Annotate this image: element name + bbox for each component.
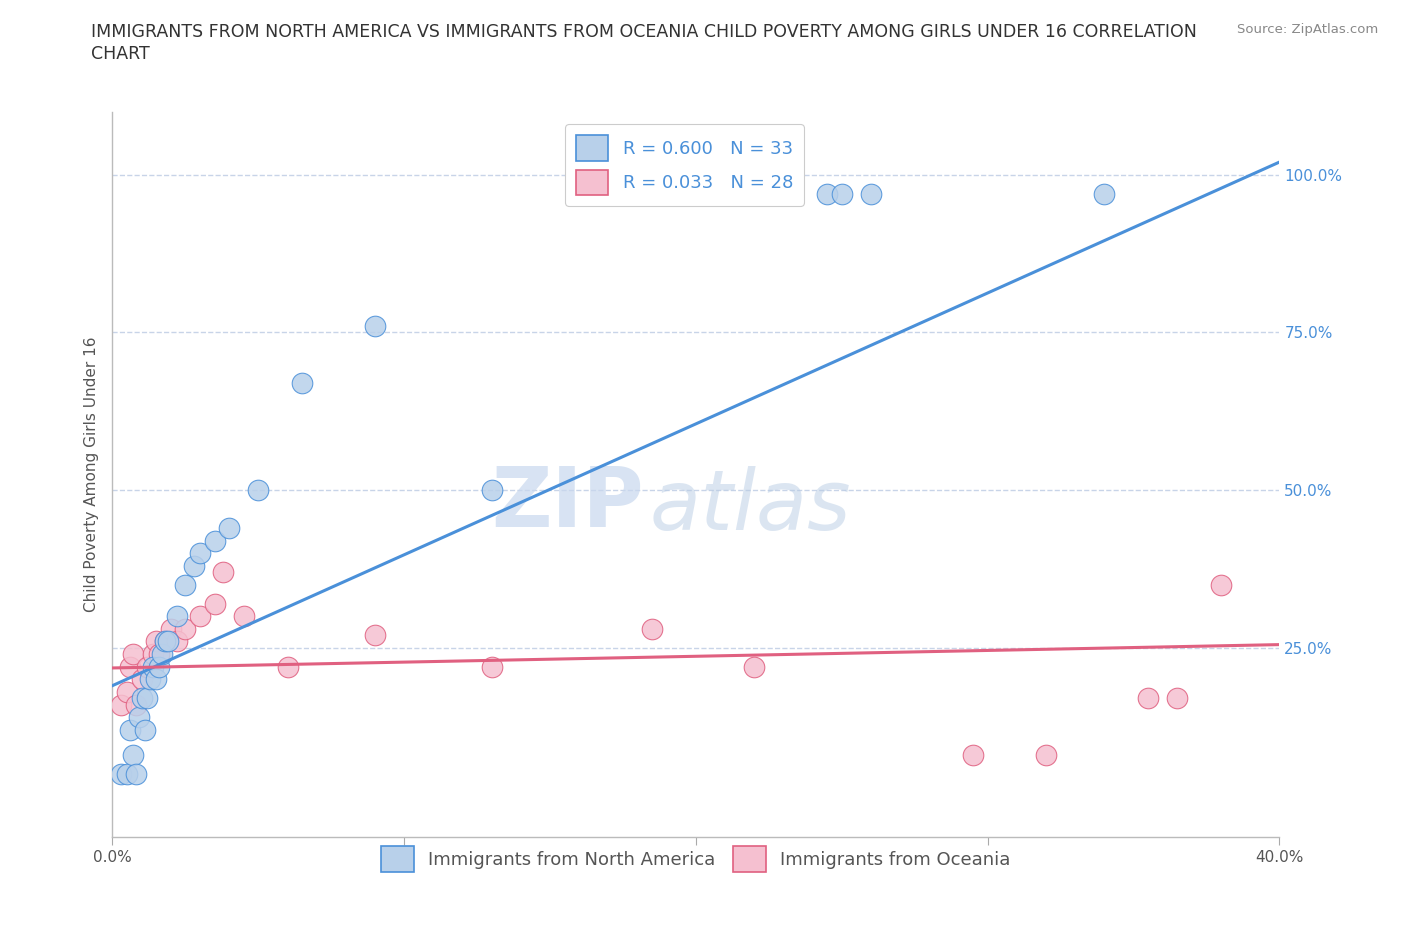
Point (125, 698, 148, 712)
Point (174, 621, 197, 636)
Text: atlas: atlas (650, 467, 851, 548)
Point (1166, 691, 1188, 706)
Point (160, 621, 183, 636)
Point (247, 483, 270, 498)
Text: Source: ZipAtlas.com: Source: ZipAtlas.com (1237, 23, 1378, 36)
Point (136, 659, 159, 674)
Point (204, 596, 226, 611)
Point (232, 609, 254, 624)
Point (122, 646, 145, 661)
Point (641, 621, 664, 636)
Point (742, 659, 765, 674)
Point (145, 671, 167, 686)
Point (481, 483, 503, 498)
Point (831, 186, 853, 201)
Point (131, 691, 153, 706)
Point (156, 634, 179, 649)
Y-axis label: Child Poverty Among Girls Under 16: Child Poverty Among Girls Under 16 (83, 337, 98, 612)
Point (742, 186, 765, 201)
Point (153, 634, 176, 649)
Point (131, 671, 153, 686)
Point (860, 186, 883, 201)
Point (962, 748, 984, 763)
Point (1209, 578, 1232, 592)
Point (153, 634, 176, 649)
Point (150, 646, 173, 661)
Point (1137, 691, 1160, 706)
Point (148, 646, 170, 661)
Point (142, 659, 165, 674)
Point (128, 710, 150, 724)
Point (145, 634, 167, 649)
Point (204, 533, 226, 548)
Point (188, 546, 211, 561)
Point (166, 634, 188, 649)
Point (291, 376, 314, 391)
Point (110, 698, 132, 712)
Point (183, 558, 205, 573)
Point (115, 766, 138, 781)
Point (118, 723, 141, 737)
Point (772, 186, 794, 201)
Point (212, 565, 235, 579)
Point (1094, 186, 1116, 201)
Point (166, 609, 188, 624)
Point (122, 748, 145, 763)
Point (641, 186, 664, 201)
Point (276, 659, 298, 674)
Point (134, 723, 156, 737)
Point (815, 186, 838, 201)
Point (188, 609, 211, 624)
Point (139, 671, 162, 686)
Point (364, 628, 387, 643)
Text: CHART: CHART (91, 45, 150, 62)
Point (364, 319, 387, 334)
Point (174, 578, 197, 592)
Point (218, 521, 240, 536)
Point (481, 659, 503, 674)
Point (125, 766, 148, 781)
Point (1035, 748, 1057, 763)
Point (110, 766, 132, 781)
Point (136, 691, 159, 706)
Legend: Immigrants from North America, Immigrants from Oceania: Immigrants from North America, Immigrant… (374, 839, 1018, 879)
Text: IMMIGRANTS FROM NORTH AMERICA VS IMMIGRANTS FROM OCEANIA CHILD POVERTY AMONG GIR: IMMIGRANTS FROM NORTH AMERICA VS IMMIGRA… (91, 23, 1198, 41)
Point (118, 659, 141, 674)
Text: ZIP: ZIP (491, 463, 644, 544)
Point (148, 659, 170, 674)
Point (142, 646, 165, 661)
Point (115, 684, 138, 699)
